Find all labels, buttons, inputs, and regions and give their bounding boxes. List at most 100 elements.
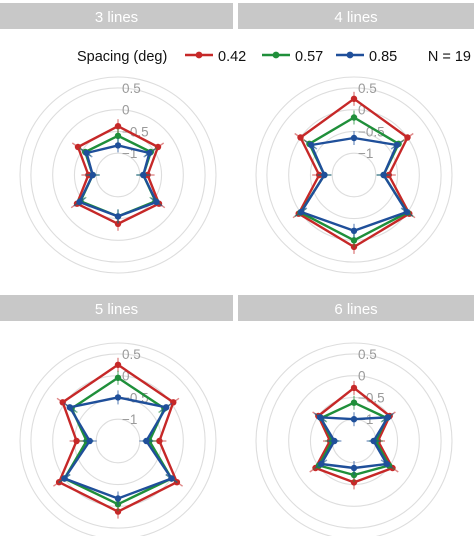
outer-ring [19,76,217,274]
legend-label-0.57: 0.57 [295,49,323,65]
data-point [156,437,163,445]
data-point [61,475,68,482]
data-point [114,213,122,220]
legend-swatch-point [346,51,354,59]
data-point [384,414,392,421]
panel-strip [0,3,233,29]
grid-ring [30,353,206,529]
data-point [308,141,315,149]
data-point [146,149,153,157]
data-point [114,495,122,502]
grid-ring [266,87,442,263]
data-point [140,171,147,179]
grid-ring [266,353,442,529]
data-point [66,404,74,411]
data-point [89,171,96,179]
radial-tick-label: 0.5 [358,81,377,96]
legend-label-0.42: 0.42 [218,49,246,65]
data-point [393,141,400,149]
legend-swatch-point [272,51,280,59]
data-point [76,198,83,206]
grid-ring [52,109,184,241]
legend: Spacing (deg) 0.42 0.57 0.85 N = 19 [77,49,471,65]
legend-swatch-point [195,51,203,59]
radial-tick-label: 0.5 [122,347,141,362]
data-point [318,460,325,468]
panel-title: 4 lines [334,9,377,26]
data-point [331,437,338,445]
series-0.85 [58,390,178,506]
legend-item-0.42: 0.42 [185,49,246,65]
panel-title: 6 lines [334,301,377,318]
data-point [298,208,305,216]
data-point [380,171,387,179]
data-point [143,437,150,445]
legend-item-0.57: 0.57 [262,49,323,65]
radial-tick-label: 0 [122,103,130,118]
panel-strip [238,295,474,321]
data-point [297,134,304,141]
data-point [403,208,410,216]
radial-tick-label: −0.5 [358,390,385,405]
data-point [316,414,324,421]
data-point [73,437,80,445]
grid-ring [288,375,420,507]
data-point [350,464,358,472]
radial-tick-label: −1 [358,146,373,161]
data-point [114,142,122,149]
radial-tick-label: −0.5 [122,124,149,139]
data-point [404,134,411,141]
series-0.85 [73,138,163,224]
panel-strip [238,3,474,29]
data-point [114,374,122,381]
radial-tick-label: −0.5 [358,124,385,139]
grid-ring [331,152,377,198]
radial-tick-label: 0 [122,369,130,384]
radial-tick-label: 0.5 [358,347,377,362]
data-point [114,123,122,130]
data-point [383,460,390,468]
grid-ring [30,87,206,263]
legend-title: Spacing (deg) [77,49,167,65]
data-point [153,198,160,206]
data-point [370,437,377,445]
data-point [350,134,358,142]
data-point [350,95,358,103]
series-0.85 [295,131,413,238]
outer-ring [19,342,217,536]
sample-size-label: N = 19 [428,49,471,65]
data-point [114,361,122,368]
panel-strip [0,295,233,321]
data-point [350,114,358,121]
data-point [350,237,358,244]
panel-title: 3 lines [95,9,138,26]
data-point [114,508,122,515]
data-point [114,394,122,401]
data-point [350,227,358,234]
outer-ring [255,76,453,274]
radial-tick-label: 0 [358,369,366,384]
panel-4-lines: 4 lines 0.5 0 −0.5 −1 [238,3,474,274]
legend-label-0.85: 0.85 [369,49,397,65]
data-point [321,171,328,179]
radial-tick-label: 0 [358,103,366,118]
radial-tick-label: −1 [122,412,137,427]
series-0.85 [313,412,395,475]
series-line [63,396,173,500]
data-point [350,399,358,406]
data-point [114,220,122,227]
legend-item-0.85: 0.85 [336,49,397,65]
data-point [83,149,90,157]
data-point [168,475,175,482]
radial-tick-label: 0.5 [122,81,141,96]
data-point [114,132,122,139]
outer-ring [255,342,453,536]
data-point [163,404,170,411]
data-point [350,479,358,486]
data-point [86,437,93,445]
data-point [350,416,358,423]
